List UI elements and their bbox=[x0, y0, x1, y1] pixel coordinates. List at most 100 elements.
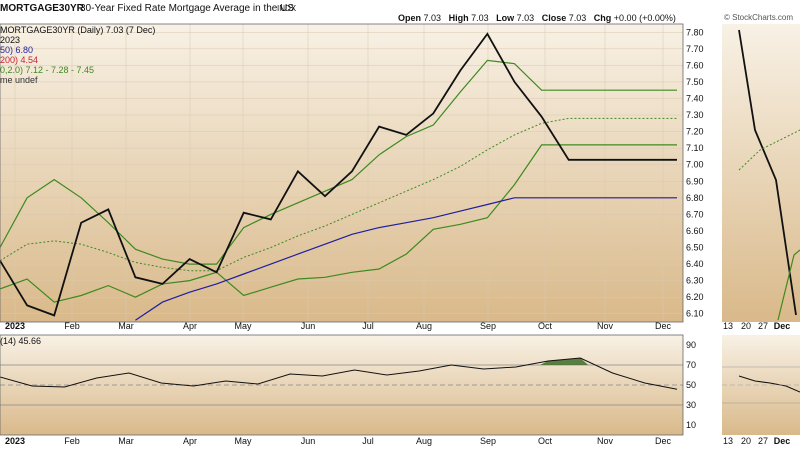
side-x-tick-label: Dec bbox=[774, 436, 791, 446]
main-y-tick-label: 6.50 bbox=[686, 243, 704, 253]
indicator-y-tick-label: 10 bbox=[686, 420, 696, 430]
main-x-tick-label: May bbox=[234, 321, 252, 331]
indicator-y-tick-label: 30 bbox=[686, 400, 696, 410]
main-y-tick-label: 6.70 bbox=[686, 209, 704, 219]
indicator-y-tick-label: 90 bbox=[686, 340, 696, 350]
side-x-tick-label: 20 bbox=[741, 321, 751, 331]
main-y-tick-label: 7.20 bbox=[686, 127, 704, 137]
main-x-axis-labels: 2023 Feb Mar Apr May Jun Jul Aug Sep Oct Nov Dec bbox=[5, 321, 672, 331]
open-label: Open bbox=[398, 13, 422, 23]
main-y-tick-label: 7.10 bbox=[686, 143, 704, 153]
side-bb-middle-line bbox=[738, 129, 800, 171]
main-y-tick-label: 7.30 bbox=[686, 110, 704, 120]
side-x-tick-label: 20 bbox=[741, 436, 751, 446]
price-line bbox=[0, 32, 677, 317]
legend-volume: me undef bbox=[0, 75, 38, 85]
rsi-overbought-fill bbox=[540, 358, 589, 365]
legend-bollinger: 0,2.0) 7.12 - 7.28 - 7.45 bbox=[0, 65, 95, 75]
side-x-tick-label: 13 bbox=[723, 436, 733, 446]
indicator-panel-border bbox=[0, 334, 684, 436]
indicator-x-tick-label: Apr bbox=[183, 436, 197, 446]
ohlc-readout: Open 7.03 High 7.03 Low 7.03 Close 7.03 … bbox=[398, 13, 676, 24]
main-x-tick-label: 2023 bbox=[5, 321, 25, 331]
side-x-tick-label: Dec bbox=[774, 321, 791, 331]
bollinger-upper-line bbox=[0, 59, 677, 265]
side-price-line bbox=[738, 29, 797, 316]
main-y-axis-labels: 7.80 7.70 7.60 7.50 7.40 7.30 7.20 7.10 7.00 6.90… bbox=[686, 27, 704, 318]
chg-value: +0.00 (+0.00%) bbox=[613, 13, 676, 23]
symbol-label: MORTGAGE30YR bbox=[0, 3, 84, 14]
rsi-line bbox=[0, 357, 678, 390]
main-gridlines bbox=[0, 24, 683, 322]
indicator-y-tick-label: 70 bbox=[686, 360, 696, 370]
symbol-description: 30-Year Fixed Rate Mortgage Average in t… bbox=[80, 3, 295, 14]
bollinger-middle-line bbox=[0, 117, 677, 272]
main-x-tick-label: Nov bbox=[597, 321, 614, 331]
main-y-tick-label: 6.90 bbox=[686, 176, 704, 186]
main-x-tick-label: Oct bbox=[538, 321, 553, 331]
indicator-x-axis-labels: 2023 Feb Mar Apr May Jun Jul Aug Sep Oct Nov Dec bbox=[5, 436, 672, 446]
low-value: 7.03 bbox=[516, 13, 535, 23]
main-panel bbox=[0, 24, 683, 322]
main-x-tick-label: Mar bbox=[118, 321, 134, 331]
indicator-x-tick-label: Aug bbox=[416, 436, 432, 446]
side-rsi-line bbox=[738, 375, 800, 393]
indicator-y-tick-label: 50 bbox=[686, 380, 696, 390]
legend-price: MORTGAGE30YR (Daily) 7.03 (7 Dec) bbox=[0, 25, 156, 35]
indicator-x-tick-label: May bbox=[234, 436, 252, 446]
main-x-tick-label: Apr bbox=[183, 321, 197, 331]
side-panel bbox=[722, 24, 800, 322]
low-label: Low bbox=[496, 13, 515, 23]
indicator-label: (14) 45.66 bbox=[0, 336, 42, 346]
main-panel-border bbox=[0, 23, 684, 323]
watermark: © StockCharts.com bbox=[724, 13, 794, 22]
indicator-x-tick-label: Jul bbox=[362, 436, 374, 446]
side-x-tick-label: 27 bbox=[758, 436, 768, 446]
main-y-tick-label: 7.00 bbox=[686, 160, 704, 170]
main-y-tick-label: 6.10 bbox=[686, 309, 704, 319]
legend-ma200: 200) 4.54 bbox=[0, 55, 39, 65]
chg-label: Chg bbox=[593, 13, 612, 23]
main-y-tick-label: 7.70 bbox=[686, 44, 704, 54]
main-y-tick-label: 6.60 bbox=[686, 226, 704, 236]
main-y-tick-label: 6.80 bbox=[686, 193, 704, 203]
indicator-x-tick-label: Feb bbox=[64, 436, 80, 446]
main-x-tick-label: Aug bbox=[416, 321, 432, 331]
side-x-tick-label: 27 bbox=[758, 321, 768, 331]
main-x-tick-label: Jun bbox=[301, 321, 316, 331]
indicator-x-tick-label: Oct bbox=[538, 436, 553, 446]
main-y-tick-label: 6.40 bbox=[686, 259, 704, 269]
main-y-tick-label: 7.40 bbox=[686, 94, 704, 104]
main-y-tick-label: 7.60 bbox=[686, 60, 704, 70]
indicator-y-axis-labels: 90 70 50 30 10 bbox=[686, 340, 696, 430]
main-x-tick-label: Sep bbox=[480, 321, 496, 331]
bollinger-lower-line bbox=[0, 144, 677, 303]
open-value: 7.03 bbox=[423, 13, 442, 23]
main-y-tick-label: 6.30 bbox=[686, 276, 704, 286]
side-x-tick-label: 13 bbox=[723, 321, 733, 331]
close-value: 7.03 bbox=[568, 13, 587, 23]
ma50-line bbox=[135, 197, 677, 321]
indicator-x-tick-label: Sep bbox=[480, 436, 496, 446]
main-y-tick-label: 7.80 bbox=[686, 27, 704, 37]
side-x-axis-labels: 13 13 20 20 27 27 Dec Dec bbox=[723, 321, 790, 446]
close-label: Close bbox=[541, 13, 567, 23]
indicator-x-tick-label: Mar bbox=[118, 436, 134, 446]
high-value: 7.03 bbox=[471, 13, 489, 23]
indicator-x-tick-label: Nov bbox=[597, 436, 614, 446]
indicator-x-tick-label: Jun bbox=[301, 436, 316, 446]
main-x-tick-label: Feb bbox=[64, 321, 80, 331]
legend-year: 2023 bbox=[0, 35, 21, 45]
main-x-tick-label: Jul bbox=[362, 321, 374, 331]
exchange-label: INDX bbox=[277, 4, 297, 13]
main-y-tick-label: 7.50 bbox=[686, 77, 704, 87]
high-label: High bbox=[448, 13, 469, 23]
legend-ma50: 50) 6.80 bbox=[0, 45, 34, 55]
side-bb-lower-line bbox=[777, 249, 800, 321]
main-x-tick-label: Dec bbox=[655, 321, 672, 331]
side-panel-lines bbox=[722, 29, 800, 404]
main-y-tick-label: 6.20 bbox=[686, 292, 704, 302]
indicator-x-tick-label: 2023 bbox=[5, 436, 25, 446]
indicator-x-tick-label: Dec bbox=[655, 436, 672, 446]
